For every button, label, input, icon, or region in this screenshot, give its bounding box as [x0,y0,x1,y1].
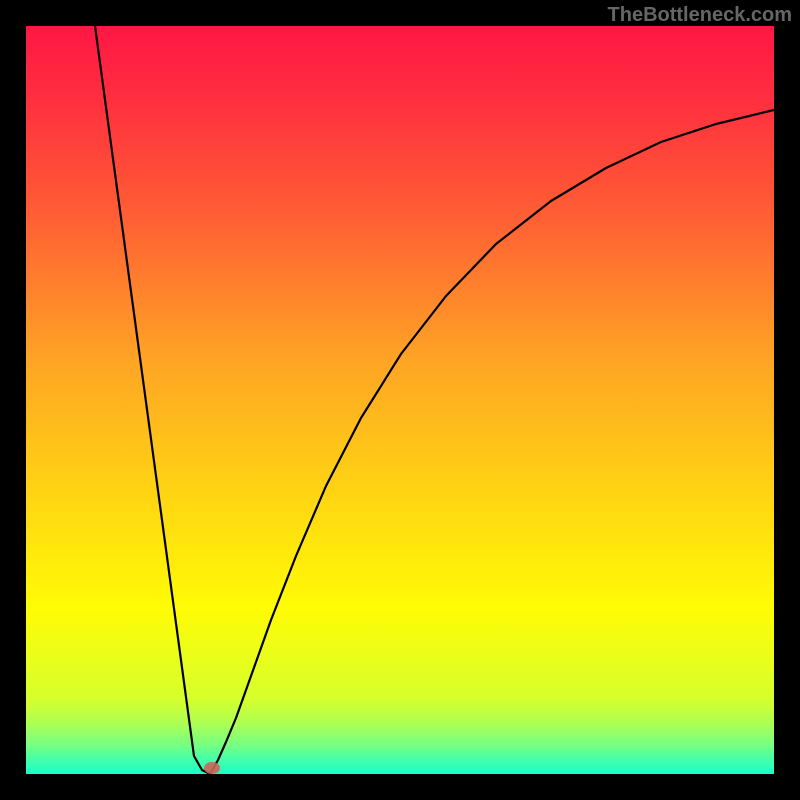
plot-area [26,26,774,774]
bottleneck-curve [95,26,774,774]
chart-container: TheBottleneck.com [0,0,800,800]
curve-layer [26,26,774,774]
watermark-text: TheBottleneck.com [608,4,792,27]
optimal-point-marker [204,762,220,774]
